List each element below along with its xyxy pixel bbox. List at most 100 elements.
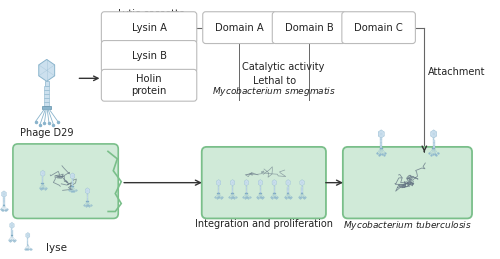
FancyBboxPatch shape [218, 186, 219, 187]
Bar [380, 148, 383, 149]
Bar [42, 183, 44, 184]
Polygon shape [430, 130, 436, 138]
Text: Integration and proliferation: Integration and proliferation [195, 219, 333, 229]
Bar [42, 178, 43, 179]
Text: Holin
protein: Holin protein [132, 75, 167, 96]
Bar [232, 189, 233, 190]
Bar [432, 143, 434, 145]
Bar [302, 187, 303, 188]
Bar [10, 235, 13, 236]
Bar [26, 245, 29, 246]
FancyBboxPatch shape [44, 81, 48, 86]
Bar [2, 205, 6, 206]
Bar [72, 185, 73, 186]
Bar [27, 244, 28, 245]
Bar [11, 232, 13, 233]
Bar [246, 188, 247, 189]
Bar [72, 184, 73, 185]
FancyBboxPatch shape [342, 12, 415, 44]
Bar [3, 200, 4, 201]
Text: Lethal to: Lethal to [252, 76, 296, 86]
FancyBboxPatch shape [87, 194, 88, 195]
FancyBboxPatch shape [380, 138, 382, 140]
Bar [218, 189, 220, 190]
Text: $\it{Mycobacterium\ smegmatis}$: $\it{Mycobacterium\ smegmatis}$ [212, 85, 336, 98]
Bar [260, 187, 261, 188]
Bar [380, 143, 382, 145]
Bar [44, 94, 49, 98]
Bar [274, 187, 275, 188]
Text: Domain A: Domain A [215, 23, 264, 33]
Text: Domain B: Domain B [284, 23, 334, 33]
FancyBboxPatch shape [72, 179, 73, 181]
FancyBboxPatch shape [202, 12, 276, 44]
Bar [72, 182, 73, 183]
Bar [11, 234, 13, 235]
Bar [232, 188, 233, 189]
Bar [3, 199, 4, 200]
Bar [288, 187, 289, 188]
Bar [27, 242, 28, 243]
Polygon shape [286, 179, 290, 186]
Bar [302, 192, 303, 193]
Bar [232, 192, 233, 193]
FancyBboxPatch shape [272, 12, 346, 44]
Bar [260, 188, 261, 189]
FancyBboxPatch shape [202, 147, 326, 218]
Text: Lysin B: Lysin B [132, 52, 166, 61]
Bar [232, 187, 233, 188]
Bar [246, 187, 247, 188]
Bar [218, 187, 220, 188]
Bar [72, 181, 73, 182]
Polygon shape [39, 59, 54, 81]
Polygon shape [244, 179, 248, 186]
Bar [42, 182, 43, 183]
Bar [246, 192, 247, 193]
Bar [302, 190, 303, 192]
Bar [380, 140, 382, 141]
Polygon shape [26, 233, 30, 238]
Bar [87, 198, 88, 199]
Text: lyse: lyse [46, 243, 66, 253]
Bar [380, 146, 382, 148]
Polygon shape [300, 179, 304, 186]
Bar [302, 188, 303, 189]
Bar [86, 201, 88, 202]
Bar [44, 90, 49, 94]
Polygon shape [70, 173, 75, 179]
Text: Phage D29: Phage D29 [20, 128, 74, 138]
FancyBboxPatch shape [274, 186, 275, 187]
Text: Catalytic activity: Catalytic activity [242, 62, 325, 73]
Bar [44, 86, 49, 90]
FancyBboxPatch shape [102, 12, 197, 44]
Bar [42, 181, 43, 182]
Polygon shape [258, 179, 262, 186]
FancyBboxPatch shape [343, 147, 472, 218]
Bar [3, 203, 4, 204]
FancyBboxPatch shape [102, 41, 197, 72]
Bar [288, 190, 289, 192]
Bar [432, 148, 436, 149]
Bar [42, 106, 51, 109]
Bar [27, 240, 28, 241]
Bar [246, 190, 247, 192]
Bar [432, 146, 434, 148]
Bar [27, 243, 28, 244]
Polygon shape [272, 179, 276, 186]
Bar [274, 188, 275, 189]
FancyBboxPatch shape [433, 138, 434, 140]
Bar [432, 145, 434, 146]
Bar [27, 241, 28, 242]
Bar [72, 186, 74, 187]
Bar [288, 188, 289, 189]
Bar [3, 204, 4, 205]
Bar [42, 180, 43, 181]
Bar [11, 231, 13, 232]
Bar [44, 98, 49, 102]
Bar [274, 192, 275, 193]
Bar [246, 189, 247, 190]
Polygon shape [40, 170, 45, 176]
FancyBboxPatch shape [232, 186, 233, 187]
Bar [87, 196, 88, 198]
Text: Lytic cassette: Lytic cassette [118, 9, 184, 19]
